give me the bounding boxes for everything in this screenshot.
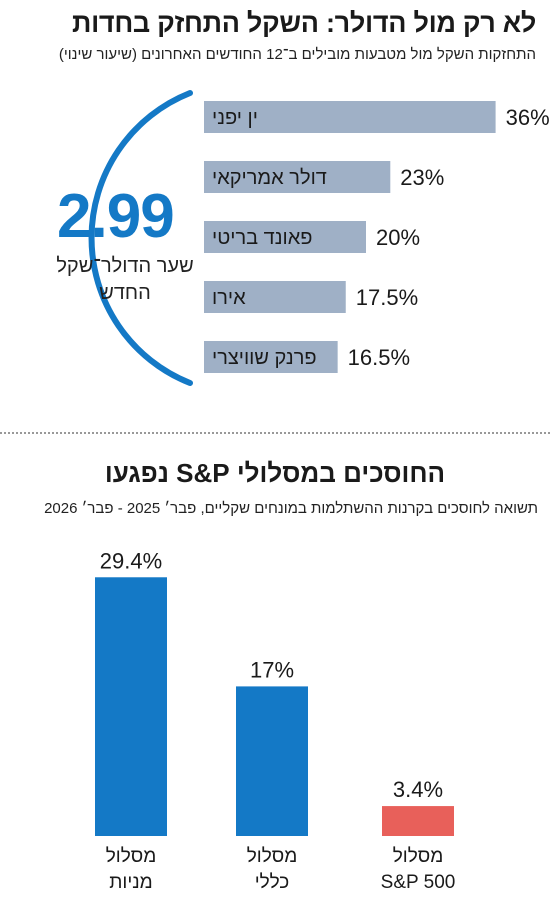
currency-bar [204, 161, 391, 193]
return-value: 17% [250, 657, 294, 682]
return-category-label: מסלול [106, 846, 157, 867]
currency-value: 17.5% [356, 285, 418, 310]
return-bar [382, 806, 454, 836]
currency-label: דולר אמריקאי [212, 167, 327, 189]
exchange-rate-value: 2.99 [57, 182, 175, 251]
currency-bar [204, 101, 496, 133]
return-bar [95, 577, 167, 836]
currency-bar [204, 341, 338, 373]
currency-label: פאונד בריטי [212, 227, 312, 249]
currency-label: פרנק שוויצרי [212, 347, 317, 369]
chart2-title: החוסכים במסלולי S&P נפגעו [104, 458, 446, 488]
currency-bar [204, 281, 346, 313]
currency-label: ין יפני [212, 107, 258, 129]
currency-label: אירו [212, 287, 246, 309]
return-category-label: מסלול [247, 846, 298, 867]
return-value: 29.4% [100, 548, 162, 573]
return-category-label: S&P 500 [381, 872, 456, 893]
return-bar [236, 686, 308, 836]
currency-value: 36% [506, 105, 550, 130]
exchange-rate-caption: שער הדולר־שקל החדש [56, 255, 194, 304]
currency-value: 20% [376, 225, 420, 250]
chart2-subtitle: תשואה לחוסכים בקרנות ההשתלמות במונחים שק… [44, 500, 538, 517]
return-category-label: כללי [255, 872, 289, 893]
section-divider [0, 432, 550, 434]
return-category-label: מניות [109, 872, 152, 893]
chart-title: לא רק מול הדולר: השקל התחזק בחדות [71, 8, 536, 38]
blue-arc [88, 90, 193, 386]
chart-subtitle: התחזקות השקל מול מטבעות מובילים ב־12 החו… [58, 46, 536, 63]
currency-bar [204, 221, 366, 253]
currency-bar-chart: ין יפני 36% דולר אמריקאי 23% פאונד בריטי 20% א… [204, 101, 550, 373]
currency-value: 16.5% [348, 345, 410, 370]
return-value: 3.4% [393, 777, 443, 802]
return-category-label: מסלול [393, 846, 444, 867]
currency-value: 23% [400, 165, 444, 190]
